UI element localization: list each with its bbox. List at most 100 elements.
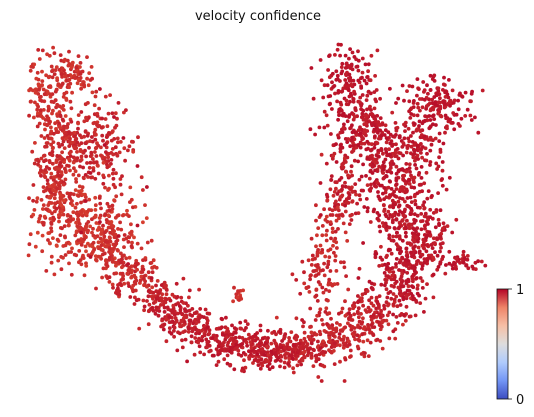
scatter-point (425, 261, 429, 266)
scatter-point (73, 76, 77, 80)
scatter-point (46, 108, 51, 113)
scatter-point (278, 359, 283, 363)
scatter-point (465, 107, 470, 112)
scatter-point (31, 198, 35, 203)
scatter-point (187, 322, 192, 327)
scatter-point (417, 189, 422, 194)
scatter-point (312, 269, 317, 273)
scatter-point (326, 262, 331, 267)
scatter-points (26, 42, 488, 383)
scatter-point (299, 362, 303, 367)
scatter-point (116, 286, 120, 291)
scatter-point (101, 138, 105, 143)
scatter-point (359, 352, 364, 356)
scatter-point (287, 339, 292, 344)
scatter-point (92, 103, 97, 108)
scatter-point (75, 130, 80, 135)
scatter-point (415, 144, 420, 149)
scatter-point (216, 359, 221, 364)
scatter-point (122, 110, 126, 115)
scatter-point (362, 141, 367, 146)
scatter-point (114, 263, 118, 268)
scatter-point (399, 312, 404, 316)
scatter-point (322, 83, 327, 88)
scatter-point (450, 266, 455, 271)
scatter-point (450, 230, 455, 235)
scatter-point (305, 353, 310, 358)
scatter-point (413, 202, 418, 207)
scatter-point (39, 134, 44, 138)
scatter-point (376, 120, 381, 124)
scatter-point (262, 350, 267, 354)
scatter-point (448, 117, 453, 122)
scatter-point (54, 65, 59, 69)
scatter-point (233, 330, 238, 335)
scatter-point (75, 150, 79, 154)
scatter-point (49, 222, 54, 226)
scatter-point (179, 319, 184, 324)
scatter-point (343, 83, 348, 88)
scatter-point (357, 193, 362, 198)
scatter-point (69, 65, 74, 70)
scatter-point (118, 140, 123, 144)
scatter-point (224, 348, 229, 353)
scatter-point (402, 173, 407, 178)
scatter-point (33, 90, 38, 95)
scatter-point (202, 352, 207, 357)
scatter-point (436, 92, 440, 97)
scatter-point (360, 111, 365, 116)
scatter-point (157, 291, 161, 295)
scatter-point (405, 218, 409, 223)
scatter-point (250, 354, 255, 358)
scatter-point (90, 76, 94, 81)
scatter-point (187, 288, 192, 293)
scatter-point (381, 171, 385, 175)
scatter-point (394, 294, 399, 299)
scatter-point (266, 359, 270, 364)
scatter-point (424, 158, 429, 163)
scatter-point (352, 89, 356, 94)
scatter-point (68, 191, 73, 196)
scatter-point (372, 127, 377, 132)
scatter-point (368, 104, 372, 109)
scatter-point (463, 90, 468, 95)
scatter-point (89, 175, 93, 180)
scatter-point (191, 321, 196, 326)
scatter-point (51, 236, 55, 241)
scatter-point (103, 230, 107, 235)
scatter-point (193, 336, 198, 340)
scatter-point (149, 290, 154, 294)
scatter-point (101, 181, 106, 186)
scatter-point (68, 81, 73, 86)
scatter-point (53, 68, 58, 72)
scatter-point (154, 265, 159, 270)
scatter-point (49, 260, 54, 265)
scatter-point (273, 351, 277, 356)
scatter-point (343, 137, 348, 141)
scatter-point (283, 345, 287, 350)
scatter-point (181, 276, 186, 281)
scatter-point (375, 299, 380, 304)
scatter-point (251, 334, 256, 339)
scatter-point (88, 139, 92, 144)
scatter-point (365, 139, 370, 144)
scatter-point (319, 152, 324, 157)
scatter-point (430, 97, 434, 102)
scatter-point (42, 136, 47, 140)
scatter-point (461, 253, 466, 258)
scatter-point (473, 267, 478, 271)
scatter-point (315, 313, 319, 318)
scatter-point (93, 195, 98, 200)
scatter-point (353, 337, 357, 342)
scatter-point (409, 151, 413, 156)
scatter-point (327, 207, 332, 212)
scatter-point (354, 65, 359, 69)
scatter-point (320, 250, 325, 255)
scatter-point (435, 253, 440, 258)
scatter-point (346, 287, 351, 292)
scatter-point (356, 276, 361, 280)
scatter-point (98, 87, 102, 91)
scatter-point (333, 258, 338, 263)
scatter-point (341, 345, 346, 350)
scatter-point (104, 218, 109, 222)
